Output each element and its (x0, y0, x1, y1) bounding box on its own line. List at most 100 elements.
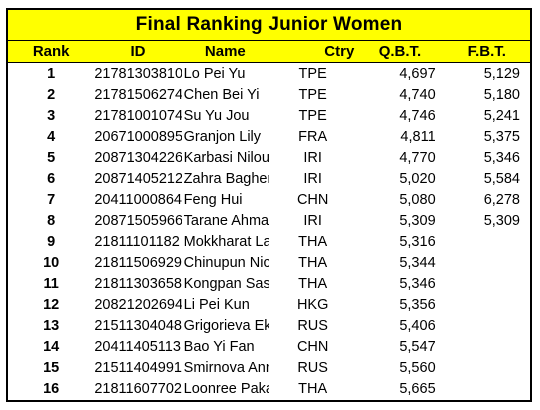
cell-fbt (443, 357, 533, 378)
cell-fbt (443, 252, 533, 273)
cell-qbt: 5,547 (399, 338, 436, 355)
cell-name: Grigorieva Ekaterina (183, 317, 269, 334)
cell-name: Loonree Pakaporn (181, 378, 269, 402)
cell-qbt: 5,080 (399, 191, 436, 208)
table-row: 14 20411405113 Bao Yi Fan CHN 5,547 (5, 336, 533, 357)
cell-qbt: 5,356 (399, 296, 436, 313)
header-rank: Rank (5, 40, 95, 63)
header-ctry: Ctry (268, 40, 357, 63)
cell-id: 21811101182 (94, 233, 180, 250)
cell-ctry: RUS (297, 317, 328, 334)
cell-id: 20871304226 (94, 149, 182, 166)
cell-id: 20411405113 (94, 338, 181, 355)
cell-fbt (443, 231, 533, 252)
cell-fbt: 5,129 (443, 62, 533, 84)
cell-ctry: HKG (296, 296, 329, 313)
cell-id: 21781506274 (94, 86, 182, 103)
cell-qbt: 5,665 (356, 378, 444, 402)
cell-ctry: CHN (296, 338, 329, 355)
cell-qbt: 5,344 (399, 254, 436, 271)
cell-id: 21781001074 (94, 107, 182, 124)
cell-qbt: 4,811 (400, 128, 436, 145)
cell-id: 21811607702 (94, 378, 182, 402)
cell-ctry: IRI (303, 170, 322, 187)
cell-rank: 9 (5, 231, 95, 252)
cell-rank: 4 (5, 126, 95, 147)
cell-qbt: 4,770 (399, 149, 436, 166)
cell-id: 20871505966 (94, 212, 182, 229)
cell-ctry: FRA (298, 128, 328, 145)
cell-fbt: 5,241 (443, 105, 533, 126)
cell-id: 21781303810 (94, 65, 182, 82)
cell-name: Li Pei Kun (183, 296, 250, 313)
cell-ctry: TPE (298, 86, 327, 103)
cell-fbt (443, 273, 533, 294)
cell-fbt: 5,375 (443, 126, 533, 147)
cell-fbt: 5,584 (443, 168, 533, 189)
title-row: Final Ranking Junior Women (6, 8, 532, 41)
cell-fbt (443, 294, 533, 315)
cell-name: Zahra Bagherzadeh Najafabadi (183, 170, 269, 187)
cell-rank: 12 (5, 294, 95, 315)
cell-ctry: RUS (297, 359, 328, 376)
cell-rank: 5 (5, 147, 95, 168)
cell-name: Lo Pei Yu (183, 65, 246, 82)
cell-ctry: THA (268, 378, 357, 402)
cell-fbt: 5,346 (443, 147, 533, 168)
table-row: 1 21781303810 Lo Pei Yu TPE 4,697 5,129 (5, 62, 533, 84)
cell-rank: 7 (5, 189, 95, 210)
cell-name: Kongpan Sasikan (183, 275, 269, 292)
cell-qbt: 5,020 (399, 170, 436, 187)
cell-rank: 16 (5, 378, 95, 402)
cell-name: Bao Yi Fan (183, 338, 255, 355)
cell-rank: 15 (5, 357, 95, 378)
cell-ctry: IRI (303, 149, 322, 166)
cell-id: 21811303658 (94, 275, 182, 292)
cell-fbt (443, 336, 533, 357)
cell-ctry: CHN (296, 191, 329, 208)
header-fbt: F.B.T. (443, 40, 533, 63)
cell-id: 21811506929 (94, 254, 182, 271)
cell-rank: 2 (5, 84, 95, 105)
cell-rank: 10 (5, 252, 95, 273)
cell-ctry: THA (298, 275, 328, 292)
cell-rank: 11 (5, 273, 95, 294)
cell-id: 21511304048 (94, 317, 182, 334)
cell-fbt: 6,278 (443, 189, 533, 210)
cell-qbt: 5,346 (399, 275, 436, 292)
header-row: Rank ID Name Ctry Q.B.T. F.B.T. (5, 40, 533, 63)
cell-fbt: 5,180 (443, 84, 533, 105)
cell-name: Feng Hui (183, 191, 243, 208)
cell-rank: 8 (5, 210, 95, 231)
cell-ctry: TPE (298, 107, 327, 124)
cell-ctry: TPE (298, 65, 327, 82)
cell-name: Chinupun Nichakan (183, 254, 269, 271)
cell-id: 20871405212 (94, 170, 182, 187)
cell-rank: 6 (5, 168, 95, 189)
table-row: 7 20411000864 Feng Hui CHN 5,080 6,278 (5, 189, 533, 210)
cell-id: 21511404991 (94, 359, 182, 376)
ranking-table: Final Ranking Junior Women Rank ID Name … (5, 8, 533, 402)
header-id: ID (94, 40, 182, 63)
cell-name: Karbasi Niloufar (183, 149, 269, 166)
cell-rank: 14 (5, 336, 95, 357)
cell-qbt: 4,740 (399, 86, 436, 103)
cell-name: Granjon Lily (183, 128, 262, 145)
cell-qbt: 5,309 (399, 212, 436, 229)
header-qbt: Q.B.T. (356, 40, 444, 63)
cell-qbt: 4,697 (399, 65, 436, 82)
cell-rank: 13 (5, 315, 95, 336)
cell-qbt: 5,406 (399, 317, 436, 334)
cell-name: Mokkharat Lalida (183, 233, 269, 250)
cell-ctry: THA (298, 233, 328, 250)
cell-name: Su Yu Jou (183, 107, 250, 124)
cell-id: 20671000895 (94, 128, 182, 145)
table-title: Final Ranking Junior Women (6, 8, 532, 41)
cell-fbt (443, 378, 533, 402)
